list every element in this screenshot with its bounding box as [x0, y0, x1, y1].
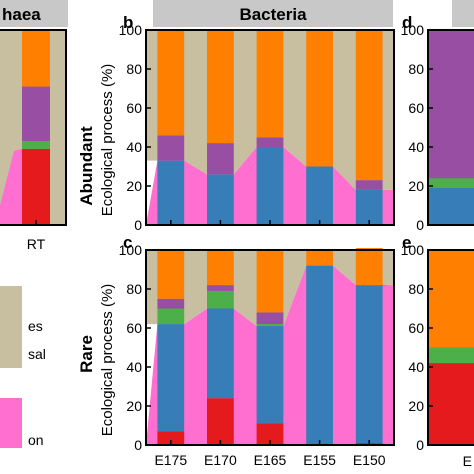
- bar-segment-b-E170-s1: [207, 174, 234, 225]
- bar-upper-d-partial: [428, 30, 474, 108]
- bar-segment-e-partial-s1: [428, 347, 474, 364]
- bar-segment-c-E175-s0: [157, 431, 185, 445]
- ytick-label-b-80: 80: [126, 61, 142, 77]
- bar-segment-c-E170-s2: [207, 290, 234, 309]
- bar-segment-b-E150-s1: [355, 189, 383, 225]
- ylabel-panel-c: Ecological process (%): [99, 284, 116, 437]
- panel-label-e: e: [402, 233, 411, 252]
- bar-segment-b-E155-s1: [306, 166, 333, 225]
- bar-segment-d-partial-s1: [428, 178, 474, 188]
- bar-segment-b-E150-s4: [355, 30, 383, 181]
- ytick-label-b-0: 0: [134, 217, 142, 233]
- bar-segment-c-E165-s3: [256, 312, 284, 325]
- ytick-label-e-partial-60: 60: [408, 320, 424, 336]
- bar-segment-c-E175-s2: [157, 308, 185, 325]
- ytick-label-c-80: 80: [126, 281, 142, 297]
- bar-segment-c-E170-s3: [207, 285, 234, 291]
- bar-segment-b-E150-s3: [355, 180, 383, 190]
- ytick-label-d-partial-40: 40: [408, 139, 424, 155]
- ytick-label-c-60: 60: [126, 320, 142, 336]
- ytick-label-d-partial-100: 100: [401, 22, 425, 38]
- bar-segment-b-E165-s3: [256, 137, 284, 147]
- bar-segment-a-RT-s0: [22, 148, 50, 225]
- row-label-abundant: Abundant: [77, 126, 96, 206]
- xtick-label-e-partial: E: [463, 453, 472, 469]
- bar-segment-c-E170-s1: [207, 308, 234, 399]
- ytick-label-c-0: 0: [134, 437, 142, 453]
- bar-segment-d-partial-s0: [428, 187, 474, 225]
- ytick-label-d-partial-60: 60: [408, 100, 424, 116]
- ytick-label-c-100: 100: [119, 242, 143, 258]
- bar-segment-b-E175-s1: [157, 160, 185, 225]
- ytick-label-b-60: 60: [126, 100, 142, 116]
- bar-segment-c-E175-s3: [157, 298, 185, 309]
- center-header-bg: [153, 0, 393, 27]
- charts-layer: 0 20 40 60 80 100 0 20 40 60 80 100 E175 E170 E165 E155…: [0, 22, 474, 469]
- ytick-label-b-40: 40: [126, 139, 142, 155]
- bar-segment-c-E155-s4: [306, 250, 333, 266]
- band-selection-panel-a: [0, 148, 22, 225]
- legend-text-fragment-1: es: [28, 318, 43, 334]
- ylabel-panel-b: Ecological process (%): [99, 64, 116, 217]
- bar-segment-c-E155-s1: [306, 265, 333, 445]
- ytick-label-d-partial-0: 0: [416, 217, 424, 233]
- left-header-text: haea: [2, 5, 41, 24]
- legend-swatch-selection: [0, 398, 22, 448]
- panel-label-d: d: [402, 13, 412, 32]
- bar-segment-a-RT-s2: [22, 86, 50, 142]
- bar-segment-b-E175-s3: [157, 135, 185, 161]
- bar-segment-b-E155-s4: [306, 30, 333, 167]
- panel-label-c: c: [123, 233, 132, 252]
- legend-text-fragment-2: sal: [28, 346, 46, 362]
- left-header-bg: [0, 0, 68, 27]
- center-header-text: Bacteria: [239, 5, 307, 24]
- ytick-label-e-partial-80: 80: [408, 281, 424, 297]
- xtick-label-c-E155: E155: [303, 452, 336, 468]
- bar-segment-a-RT-s3: [22, 30, 50, 87]
- ytick-label-e-partial-0: 0: [416, 437, 424, 453]
- bar-segment-c-E170-s0: [207, 398, 234, 445]
- bar-segment-c-E165-s0: [256, 423, 284, 445]
- panel-label-b: b: [123, 13, 133, 32]
- bar-segment-b-E165-s1: [256, 147, 284, 225]
- bar-segment-c-E150-s1: [355, 285, 383, 444]
- legend-swatch-dispersal: [0, 286, 22, 368]
- plot-frame-e-partial: [427, 249, 474, 446]
- ytick-label-d-partial-20: 20: [408, 178, 424, 194]
- xtick-label-c-E175: E175: [154, 452, 187, 468]
- ytick-label-e-partial-100: 100: [401, 242, 425, 258]
- left-panel-xtick-rt: RT: [27, 236, 46, 252]
- bar-segment-b-E175-s4: [157, 30, 185, 136]
- bar-segment-b-E165-s4: [256, 30, 284, 138]
- bar-segment-c-E165-s2: [256, 324, 284, 327]
- right-header-bg: [452, 0, 474, 27]
- plot-frame-d-partial: [427, 29, 474, 226]
- ytick-label-e-partial-40: 40: [408, 359, 424, 375]
- xtick-label-c-E150: E150: [353, 452, 386, 468]
- bar-segment-a-RT-s1: [22, 141, 50, 149]
- xtick-label-c-E170: E170: [204, 452, 237, 468]
- ytick-label-b-100: 100: [119, 22, 143, 38]
- bar-segment-b-E170-s3: [207, 143, 234, 175]
- ytick-label-e-partial-20: 20: [408, 398, 424, 414]
- row-label-rare: Rare: [77, 335, 96, 373]
- bar-segment-c-E165-s4: [256, 250, 284, 313]
- bar-segment-c-E165-s1: [256, 326, 284, 424]
- ytick-label-d-partial-80: 80: [408, 61, 424, 77]
- legend-text-fragment-3: on: [28, 432, 44, 448]
- bar-segment-b-E170-s4: [207, 30, 234, 144]
- bar-segment-c-E170-s4: [207, 250, 234, 286]
- plot-frame-a: [0, 29, 67, 226]
- bar-segment-e-partial-s0: [428, 363, 474, 445]
- bar-segment-c-E175-s1: [157, 324, 185, 432]
- ytick-label-c-20: 20: [126, 398, 142, 414]
- bar-segment-c-E175-s4: [157, 250, 185, 299]
- bar-segment-c-E150-s4: [355, 248, 383, 286]
- ytick-label-c-40: 40: [126, 359, 142, 375]
- ytick-label-b-20: 20: [126, 178, 142, 194]
- xtick-label-c-E165: E165: [254, 452, 287, 468]
